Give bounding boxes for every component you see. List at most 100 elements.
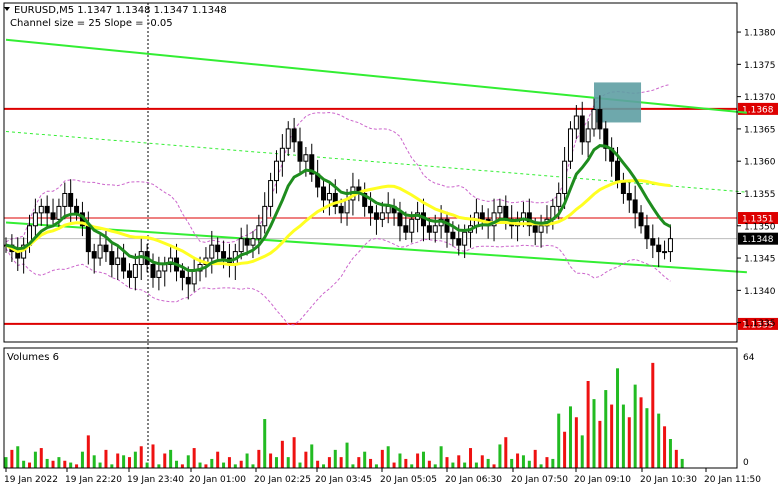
volume-bar <box>480 455 484 468</box>
volume-bar <box>486 458 490 468</box>
volume-bar <box>457 455 461 468</box>
candle-body <box>426 225 432 233</box>
volume-bar <box>504 437 508 468</box>
candle-body <box>626 192 632 201</box>
volume-bar <box>98 462 102 468</box>
candle-body <box>656 244 662 253</box>
volume-bar <box>28 462 32 468</box>
volume-bar <box>439 446 443 468</box>
candle-body <box>50 212 56 220</box>
candle-body <box>497 205 503 214</box>
candle-body <box>362 192 368 207</box>
volume-bar <box>145 462 149 468</box>
y-tick-label: 1.1380 <box>744 29 776 39</box>
volume-bar <box>427 460 431 468</box>
volume-bar <box>392 462 396 468</box>
candle-body <box>615 160 621 182</box>
volume-bar <box>610 404 614 468</box>
ma-slow-line <box>5 179 671 266</box>
moving-average-layer <box>5 144 672 273</box>
volume-bar <box>298 462 302 468</box>
candle-body <box>373 212 379 220</box>
candle-body <box>115 257 121 266</box>
candle-body <box>532 225 538 233</box>
candle-body <box>462 231 468 246</box>
candle-body <box>109 251 115 266</box>
volume-bar <box>333 449 337 468</box>
candle-body <box>150 264 156 278</box>
volume-bar <box>580 435 584 468</box>
volume-bar <box>551 458 555 468</box>
x-tick-label: 20 Jan 10:30 <box>640 475 697 485</box>
candle-body <box>191 270 197 285</box>
y-tick-label: 1.1335 <box>744 319 776 329</box>
volume-bar <box>57 457 61 468</box>
level-label-box <box>738 212 778 225</box>
volume-bar <box>80 451 84 468</box>
current-price-label: 1.1348 <box>742 235 774 245</box>
candle-body <box>44 205 50 214</box>
envelope-upper-line <box>5 84 671 243</box>
candle-body <box>597 109 603 130</box>
volume-bar <box>157 464 161 468</box>
volume-bar <box>651 362 655 468</box>
candle-body <box>638 212 644 227</box>
volume-bar <box>492 464 496 468</box>
candle-body <box>650 238 656 246</box>
volume-bar <box>233 464 237 468</box>
candle-body <box>221 251 227 259</box>
x-tick-label: 20 Jan 05:05 <box>380 475 437 485</box>
symbol-info-text: EURUSD,M5 1.1347 1.1348 1.1347 1.1348 <box>14 5 227 16</box>
volume-bar <box>351 464 355 468</box>
volume-bar <box>510 458 514 468</box>
volume-bar <box>557 413 561 468</box>
volume-bar <box>469 448 473 468</box>
volume-bar <box>474 462 478 468</box>
volume-bar <box>604 390 608 468</box>
candle-body <box>538 225 544 233</box>
candle-body <box>591 109 597 130</box>
volume-bar <box>339 457 343 468</box>
volume-bar <box>616 368 620 468</box>
candle-body <box>338 205 344 214</box>
volume-bar <box>463 462 467 468</box>
candle-body <box>332 192 338 207</box>
volume-bar <box>45 458 49 468</box>
level-label: 1.1335 <box>742 320 774 330</box>
y-tick-label: 1.1350 <box>744 222 776 232</box>
volume-bar <box>380 449 384 468</box>
volume-bar <box>16 446 20 468</box>
candle-body <box>103 244 109 253</box>
volume-bar <box>22 460 26 468</box>
volume-bar <box>516 453 520 468</box>
volume-bar <box>127 457 131 468</box>
collapse-triangle-icon[interactable] <box>4 7 10 11</box>
volume-bar <box>533 449 537 468</box>
volume-bar <box>280 440 284 468</box>
candle-body <box>273 160 279 182</box>
x-tick-label: 20 Jan 06:30 <box>445 475 502 485</box>
y-tick-label: 1.1375 <box>744 61 776 71</box>
volume-bar <box>304 451 308 468</box>
candle-body <box>585 128 591 143</box>
x-tick-label: 19 Jan 22:20 <box>65 475 122 485</box>
volume-bar <box>680 458 684 468</box>
level-label-box <box>738 102 778 115</box>
volume-bar <box>327 457 331 468</box>
indicator-info-text: Channel size = 25 Slope = -0.05 <box>10 18 173 29</box>
candle-body <box>291 128 297 143</box>
candle-body <box>97 244 103 259</box>
volume-bar <box>668 439 672 468</box>
candle-body <box>379 212 385 220</box>
candle-body <box>156 270 162 278</box>
volume-bar <box>104 449 108 468</box>
volume-bar <box>527 460 531 468</box>
volume-bar <box>204 464 208 468</box>
volume-bar <box>404 458 408 468</box>
candle-body <box>573 115 579 130</box>
volume-bar <box>539 464 543 468</box>
volume-bar <box>363 451 367 468</box>
candle-body <box>450 231 456 240</box>
